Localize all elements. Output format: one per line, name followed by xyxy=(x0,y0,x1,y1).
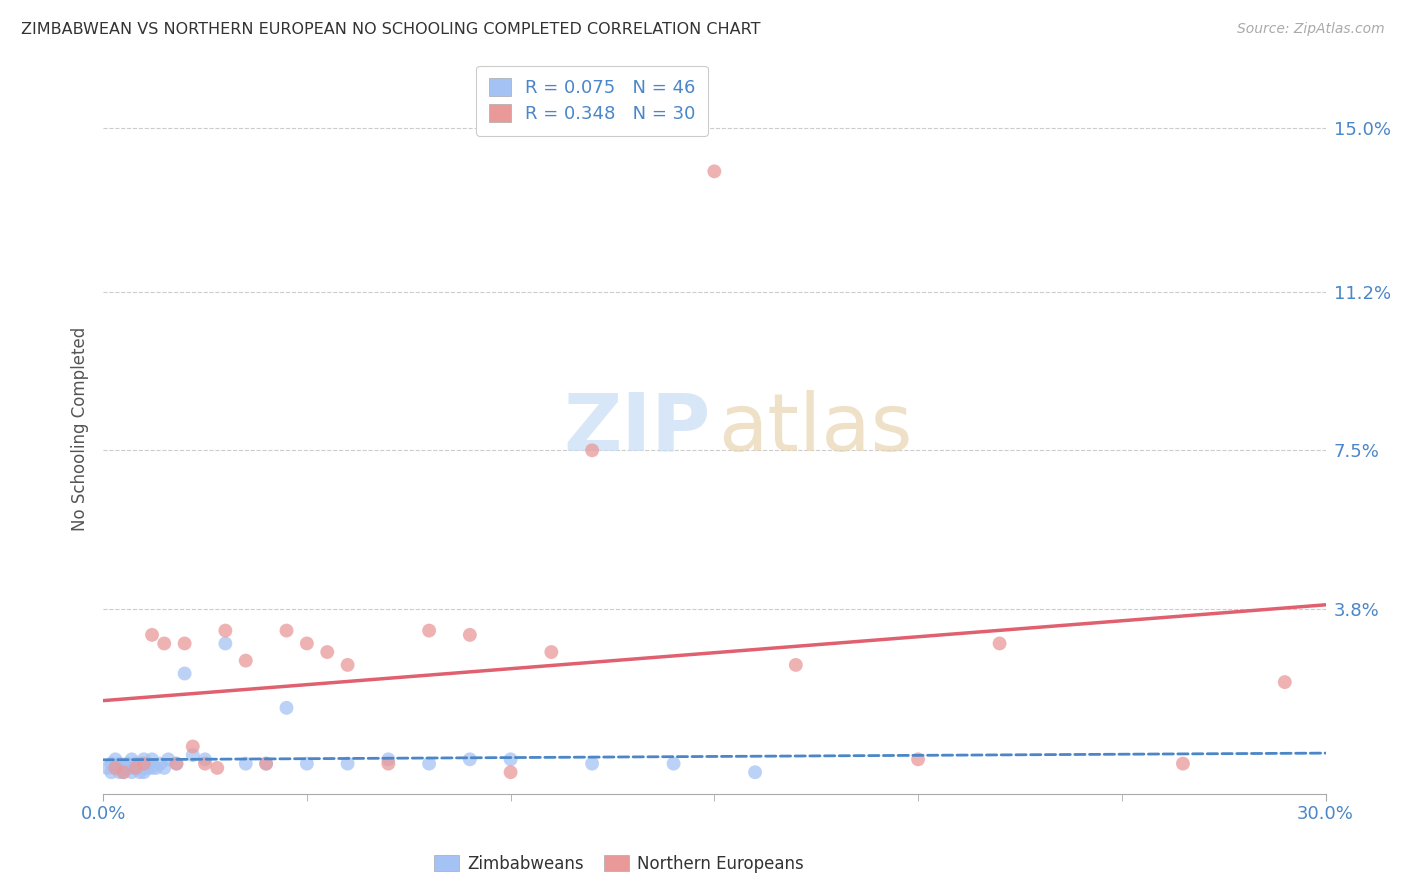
Point xyxy=(235,654,257,668)
Point xyxy=(136,756,159,771)
Point xyxy=(145,761,167,775)
Point xyxy=(418,624,440,638)
Point xyxy=(336,756,359,771)
Point xyxy=(121,765,143,780)
Point xyxy=(128,756,150,771)
Point xyxy=(214,636,236,650)
Point xyxy=(785,657,807,672)
Point xyxy=(104,761,127,775)
Point xyxy=(104,752,127,766)
Point xyxy=(744,765,766,780)
Point xyxy=(96,761,118,775)
Point xyxy=(104,761,127,775)
Point xyxy=(276,701,298,715)
Point xyxy=(132,756,155,771)
Point xyxy=(254,756,277,771)
Point xyxy=(336,657,359,672)
Point xyxy=(499,765,522,780)
Point xyxy=(132,761,155,775)
Point xyxy=(499,752,522,766)
Text: Source: ZipAtlas.com: Source: ZipAtlas.com xyxy=(1237,22,1385,37)
Point xyxy=(121,752,143,766)
Y-axis label: No Schooling Completed: No Schooling Completed xyxy=(72,326,89,531)
Point xyxy=(181,739,204,754)
Point xyxy=(907,752,929,766)
Point xyxy=(125,761,148,775)
Point xyxy=(132,765,155,780)
Point xyxy=(125,761,148,775)
Point xyxy=(153,636,176,650)
Point xyxy=(458,628,481,642)
Point xyxy=(141,752,163,766)
Point xyxy=(581,443,603,458)
Point xyxy=(141,761,163,775)
Point xyxy=(100,765,122,780)
Point xyxy=(112,761,135,775)
Legend: R = 0.075   N = 46, R = 0.348   N = 30: R = 0.075 N = 46, R = 0.348 N = 30 xyxy=(477,66,709,136)
Point xyxy=(128,765,150,780)
Point xyxy=(295,636,318,650)
Point xyxy=(141,628,163,642)
Point xyxy=(418,756,440,771)
Point xyxy=(108,756,131,771)
Point xyxy=(1274,675,1296,690)
Point xyxy=(194,752,217,766)
Point xyxy=(121,761,143,775)
Text: atlas: atlas xyxy=(718,390,912,468)
Point xyxy=(117,761,139,775)
Point xyxy=(112,765,135,780)
Point xyxy=(149,756,172,771)
Point xyxy=(153,761,176,775)
Point xyxy=(125,756,148,771)
Point xyxy=(458,752,481,766)
Point xyxy=(377,756,399,771)
Point xyxy=(173,666,195,681)
Point xyxy=(132,752,155,766)
Point xyxy=(377,752,399,766)
Point xyxy=(581,756,603,771)
Point xyxy=(181,747,204,762)
Point xyxy=(100,756,122,771)
Point xyxy=(254,756,277,771)
Point xyxy=(136,761,159,775)
Point xyxy=(194,756,217,771)
Point xyxy=(988,636,1011,650)
Point xyxy=(276,624,298,638)
Text: ZIP: ZIP xyxy=(564,390,710,468)
Point xyxy=(662,756,685,771)
Text: ZIMBABWEAN VS NORTHERN EUROPEAN NO SCHOOLING COMPLETED CORRELATION CHART: ZIMBABWEAN VS NORTHERN EUROPEAN NO SCHOO… xyxy=(21,22,761,37)
Point xyxy=(108,765,131,780)
Point xyxy=(214,624,236,638)
Point xyxy=(166,756,188,771)
Point xyxy=(1171,756,1194,771)
Point xyxy=(117,756,139,771)
Point xyxy=(703,164,725,178)
Point xyxy=(112,765,135,780)
Point xyxy=(235,756,257,771)
Point xyxy=(316,645,339,659)
Point xyxy=(173,636,195,650)
Point xyxy=(295,756,318,771)
Point xyxy=(166,756,188,771)
Point xyxy=(540,645,562,659)
Point xyxy=(157,752,180,766)
Point xyxy=(205,761,228,775)
Legend: Zimbabweans, Northern Europeans: Zimbabweans, Northern Europeans xyxy=(427,848,810,880)
